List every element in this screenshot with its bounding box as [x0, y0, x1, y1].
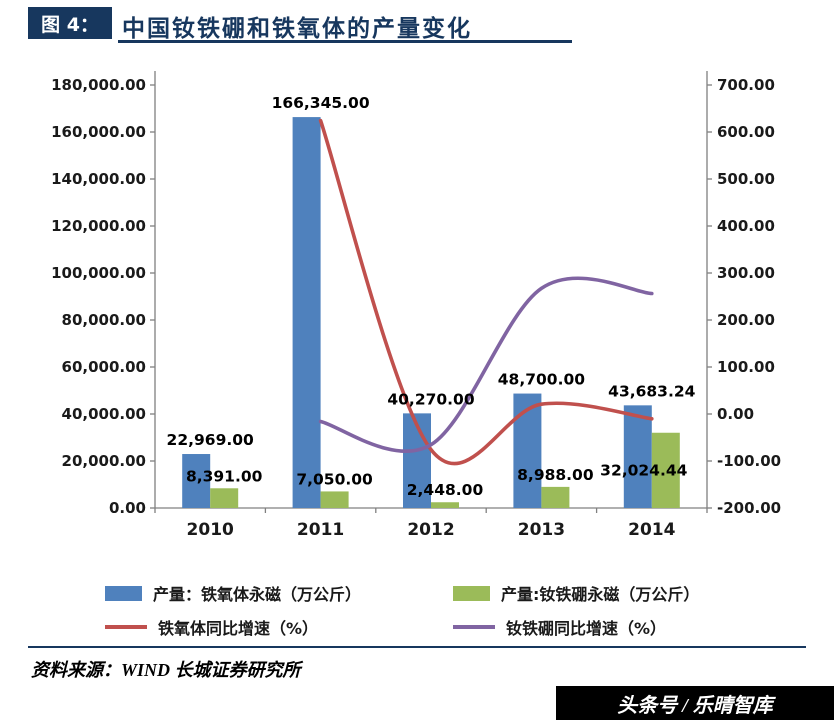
- left-axis-tick-label: 0.00: [109, 499, 146, 517]
- left-axis-tick-label: 80,000.00: [62, 311, 146, 329]
- right-axis-tick-label: 0.00: [717, 405, 754, 423]
- left-axis-tick-label: 140,000.00: [51, 170, 146, 188]
- bar-ferrite-2014: [623, 405, 652, 508]
- x-axis-label: 2013: [518, 520, 565, 540]
- right-axis-tick-label: -100.00: [717, 452, 781, 470]
- legend-item-ferrite-growth: 铁氧体同比增速（%）: [105, 615, 318, 639]
- ndfeb-bar-label: 8,988.00: [517, 466, 594, 484]
- watermark-text: 头条号 / 乐晴智库: [617, 694, 773, 717]
- x-axis-label: 2010: [187, 520, 234, 540]
- legend-swatch-ferrite-bar: [105, 585, 142, 601]
- left-axis-tick-label: 20,000.00: [62, 452, 146, 470]
- legend-swatch-ndfeb-bar: [453, 585, 490, 601]
- bar-ndfeb-2013: [541, 486, 570, 508]
- legend-label-ndfeb-bar: 产量:钕铁硼永磁（万公斤）: [501, 585, 700, 604]
- right-axis-tick-label: 600.00: [717, 123, 775, 141]
- ferrite-bar-label: 166,345.00: [272, 94, 370, 112]
- left-axis-tick-label: 160,000.00: [51, 123, 146, 141]
- ferrite-bar-label: 48,700.00: [498, 371, 585, 389]
- ndfeb-bar-label: 2,448.00: [407, 481, 484, 499]
- right-axis-tick-label: 100.00: [717, 358, 775, 376]
- ndfeb-growth-line: [318, 276, 654, 453]
- source-text: 资料来源：WIND 长城证券研究所: [31, 660, 301, 680]
- legend-swatch-ndfeb-line: [453, 625, 495, 629]
- legend-swatch-ferrite-line: [105, 625, 147, 629]
- legend-item-ferrite-bars: 产量：铁氧体永磁（万公斤）: [105, 581, 361, 605]
- left-axis-tick-label: 40,000.00: [62, 405, 146, 423]
- bar-ndfeb-2012: [431, 502, 459, 508]
- legend-item-ndfeb-bars: 产量:钕铁硼永磁（万公斤）: [453, 581, 699, 605]
- ndfeb-bar-label: 32,024.44: [600, 462, 687, 480]
- bar-ndfeb-2014: [651, 432, 680, 508]
- watermark-bar: 头条号 / 乐晴智库: [556, 686, 834, 720]
- figure-badge: 图 4：: [28, 7, 112, 39]
- ferrite-bar-label: 40,270.00: [387, 390, 474, 408]
- left-axis-tick-label: 60,000.00: [62, 358, 146, 376]
- left-axis-tick-label: 180,000.00: [51, 76, 146, 94]
- bar-ferrite-2011: [292, 117, 321, 509]
- ferrite-bar-label: 43,683.24: [608, 382, 695, 400]
- left-axis-tick-label: 120,000.00: [51, 217, 146, 235]
- right-axis-tick-label: 300.00: [717, 264, 775, 282]
- left-axis-tick-label: 100,000.00: [51, 264, 146, 282]
- legend-label-ferrite-bar: 产量：铁氧体永磁（万公斤）: [153, 585, 362, 604]
- bar-ndfeb-2011: [320, 491, 349, 508]
- right-axis-tick-label: 700.00: [717, 76, 775, 94]
- source-divider: [28, 646, 806, 648]
- x-axis-label: 2014: [628, 520, 675, 540]
- right-axis-tick-label: 400.00: [717, 217, 775, 235]
- ndfeb-bar-label: 7,050.00: [296, 470, 373, 488]
- legend-label-ndfeb-line: 钕铁硼同比增速（%）: [506, 619, 667, 638]
- ndfeb-bar-label: 8,391.00: [186, 467, 263, 485]
- right-axis-tick-label: 200.00: [717, 311, 775, 329]
- bar-ferrite-2010: [182, 454, 211, 508]
- ferrite-bar-label: 22,969.00: [167, 431, 254, 449]
- bar-ndfeb-2010: [210, 488, 239, 508]
- right-axis-tick-label: 500.00: [717, 170, 775, 188]
- x-axis-label: 2011: [297, 520, 344, 540]
- figure-title: 中国钕铁硼和铁氧体的产量变化: [122, 16, 472, 42]
- figure-badge-label: 图 4：: [41, 13, 99, 36]
- x-axis-label: 2012: [407, 520, 454, 540]
- legend-item-ndfeb-growth: 钕铁硼同比增速（%）: [453, 615, 666, 639]
- right-axis-tick-label: -200.00: [717, 499, 781, 517]
- legend-label-ferrite-line: 铁氧体同比增速（%）: [158, 619, 319, 638]
- title-underline: [118, 40, 572, 43]
- bar-ferrite-2013: [513, 393, 542, 508]
- ferrite-growth-line: [318, 118, 654, 466]
